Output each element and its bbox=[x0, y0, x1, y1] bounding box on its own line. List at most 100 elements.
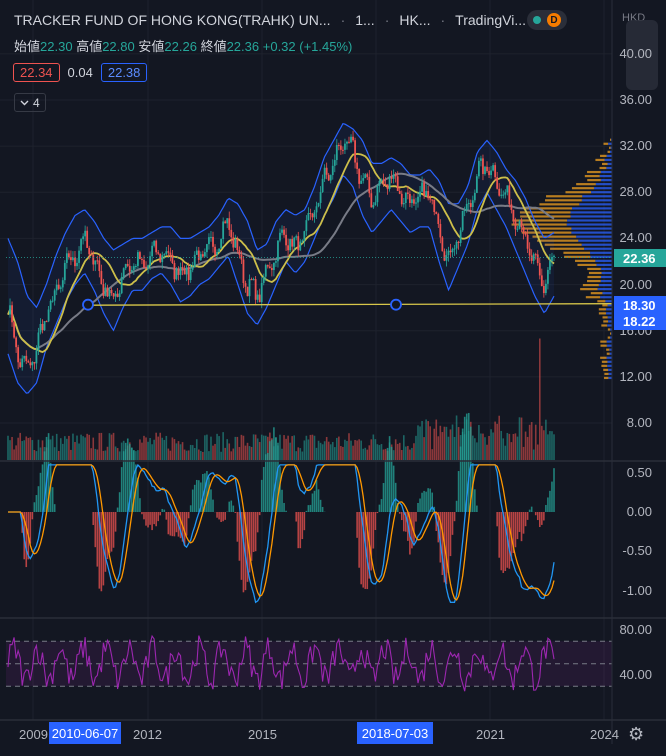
candle-body bbox=[272, 262, 275, 271]
volume-bar bbox=[411, 447, 413, 460]
candle-body bbox=[145, 267, 147, 269]
volume-bar bbox=[321, 444, 324, 460]
candle-body bbox=[72, 257, 74, 261]
macd-histogram-bar bbox=[441, 512, 444, 576]
candle-body bbox=[323, 167, 326, 179]
candle-body bbox=[321, 178, 324, 193]
volume-bar bbox=[285, 438, 287, 460]
volume-bar bbox=[51, 435, 54, 460]
macd-histogram-bar bbox=[250, 512, 253, 561]
candle-body bbox=[534, 254, 537, 256]
time-tick-label: 2021 bbox=[476, 727, 505, 742]
support-trendline[interactable] bbox=[82, 298, 613, 311]
profile-bar bbox=[600, 356, 607, 359]
macd-histogram-bar bbox=[431, 492, 434, 512]
volume-bar bbox=[364, 447, 367, 460]
macd-histogram-bar bbox=[411, 512, 413, 549]
candle-body bbox=[9, 305, 11, 315]
candle-body bbox=[490, 170, 492, 176]
profile-bar bbox=[567, 219, 612, 222]
candle-body bbox=[80, 239, 82, 251]
macd-histogram-bar bbox=[45, 436, 48, 512]
candle-body bbox=[167, 251, 170, 253]
profile-bar bbox=[595, 158, 605, 162]
time-tick-label: 2015 bbox=[248, 727, 277, 742]
indicators-toggle[interactable]: 4 bbox=[14, 93, 46, 112]
candle-body bbox=[15, 337, 18, 348]
volume-bar bbox=[457, 427, 460, 460]
interval-label[interactable]: 1... bbox=[355, 12, 375, 28]
profile-bar bbox=[570, 211, 612, 214]
macd-histogram-bar bbox=[246, 512, 249, 582]
macd-histogram-bar bbox=[459, 446, 462, 512]
profile-bar bbox=[582, 195, 612, 198]
profile-bar bbox=[576, 235, 612, 238]
volume-bar bbox=[295, 451, 298, 460]
moving-averages bbox=[7, 152, 555, 353]
candle-body bbox=[542, 286, 545, 294]
candle-body bbox=[510, 204, 513, 210]
volume-bar bbox=[222, 432, 224, 460]
volume-bar bbox=[252, 434, 255, 460]
volume-bar bbox=[549, 431, 551, 460]
settings-gear-icon[interactable]: ⚙ bbox=[628, 724, 645, 744]
profile-bar bbox=[606, 154, 612, 157]
macd-histogram-bar bbox=[222, 512, 224, 522]
candle-body bbox=[498, 188, 501, 196]
buy-price-button[interactable]: 22.38 bbox=[100, 63, 148, 82]
volume-bar bbox=[218, 436, 220, 460]
candle-body bbox=[386, 184, 389, 190]
candle-body bbox=[500, 194, 503, 196]
volume-bar bbox=[37, 439, 40, 460]
macd-histogram-bar bbox=[187, 512, 190, 519]
volume-bar bbox=[187, 450, 190, 460]
macd-histogram-bar bbox=[465, 413, 468, 512]
symbol-title[interactable]: TRACKER FUND OF HONG KONG(TRAHK) UN... bbox=[14, 12, 331, 28]
sell-price-button[interactable]: 22.34 bbox=[13, 63, 60, 82]
bollinger-lower bbox=[7, 174, 555, 394]
volume-bar bbox=[496, 423, 498, 460]
volume-bar bbox=[336, 437, 338, 460]
volume-bar bbox=[110, 434, 113, 460]
candle-body bbox=[404, 192, 407, 203]
macd-histogram-bar bbox=[47, 433, 50, 512]
candle-body bbox=[197, 250, 200, 260]
volume-bar bbox=[11, 436, 13, 460]
market-status-badge[interactable]: D bbox=[527, 10, 567, 30]
candle-body bbox=[374, 202, 377, 206]
volume-bar bbox=[149, 437, 151, 460]
volume-bar bbox=[289, 442, 291, 460]
macd-histogram-bar bbox=[183, 512, 186, 546]
high-value: 22.80 bbox=[102, 39, 135, 54]
candle-body bbox=[358, 168, 361, 184]
candle-body bbox=[342, 149, 344, 151]
volume-bar bbox=[177, 441, 180, 460]
time-range-marker: 2018-07-03 bbox=[357, 722, 433, 744]
macd-histogram-bar bbox=[356, 512, 358, 538]
volume-bar bbox=[439, 425, 442, 460]
profile-bar bbox=[605, 300, 612, 303]
open-label: 始値 bbox=[14, 39, 41, 54]
profile-bar bbox=[606, 312, 612, 315]
candle-body bbox=[392, 174, 395, 179]
macd-histogram-bar bbox=[25, 512, 28, 568]
candle-body bbox=[488, 171, 490, 176]
candle-body bbox=[104, 287, 107, 296]
profile-bar bbox=[600, 154, 607, 157]
volume-bar bbox=[374, 439, 377, 460]
macd-histogram-bar bbox=[131, 447, 133, 512]
macd-histogram-bar bbox=[313, 490, 316, 512]
side-panel-toggle[interactable] bbox=[626, 20, 658, 90]
price-tick-label: 40.00 bbox=[619, 45, 652, 61]
macd-histogram-bar bbox=[159, 512, 162, 516]
candle-body bbox=[441, 237, 444, 252]
macd-histogram-bar bbox=[165, 512, 168, 520]
candle-body bbox=[228, 218, 231, 230]
volume-bar bbox=[41, 440, 44, 460]
volume-bar bbox=[15, 445, 17, 460]
macd-histogram-bar bbox=[169, 512, 172, 536]
profile-bar bbox=[597, 288, 612, 291]
macd-histogram-bar bbox=[508, 512, 511, 569]
